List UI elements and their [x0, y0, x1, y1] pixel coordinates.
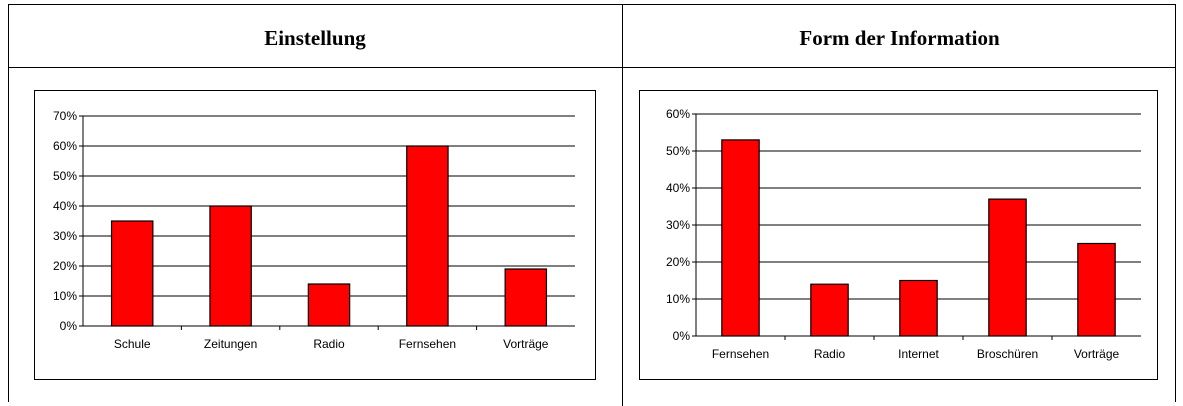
y-tick-label: 50% [53, 169, 77, 183]
bar-zeitungen [209, 205, 252, 327]
right-chart-title: Form der Information [799, 26, 1000, 50]
x-tick-label: Internet [898, 347, 939, 361]
y-tick-label: 20% [53, 259, 77, 273]
x-tick-label: Fernsehen [712, 347, 769, 361]
x-tick-label: Vorträge [1074, 347, 1120, 361]
page-frame [8, 4, 1176, 402]
right-chart-svg: 0% 10% 20% 30% 40% 50% 60% Fernsehen Radio Intern… [666, 107, 1141, 361]
left-chart-area: 0% 10% 20% 30% 40% 50% 60% 70% Schule Zeitungen Ra… [34, 90, 596, 380]
bar-radio [307, 283, 351, 327]
y-tick-label: 50% [666, 144, 690, 158]
x-tick-label: Radio [814, 347, 846, 361]
bar-fernsehen [721, 139, 760, 337]
bar-vorträge [504, 268, 548, 327]
bar-schule [110, 220, 154, 327]
right-title-separator [623, 67, 1176, 68]
bar-internet [899, 279, 938, 337]
x-tick-label: Vorträge [503, 337, 549, 351]
y-tick-label: 70% [53, 109, 77, 123]
x-tick-label: Broschüren [977, 347, 1038, 361]
y-tick-label: 40% [666, 181, 690, 195]
bar-radio [810, 283, 849, 337]
y-tick-label: 60% [666, 107, 690, 121]
y-tick-label: 40% [53, 199, 77, 213]
y-tick-label: 20% [666, 255, 690, 269]
x-tick-label: Schule [114, 337, 151, 351]
y-tick-label: 10% [53, 289, 77, 303]
bar-fernsehen [406, 145, 449, 327]
x-tick-label: Fernsehen [399, 337, 456, 351]
bar-vorträge [1077, 242, 1116, 337]
bar-broschüren [988, 198, 1027, 337]
panel-divider [622, 4, 623, 406]
left-chart-title: Einstellung [264, 26, 366, 50]
left-title-separator [8, 67, 622, 68]
y-tick-label: 30% [53, 229, 77, 243]
x-tick-label: Zeitungen [204, 337, 257, 351]
right-chart-area: 0% 10% 20% 30% 40% 50% 60% Fernsehen Radio Intern… [639, 90, 1158, 380]
y-tick-label: 30% [666, 218, 690, 232]
left-chart-svg: 0% 10% 20% 30% 40% 50% 60% 70% Schule Zeitungen Ra… [53, 109, 575, 351]
y-tick-label: 0% [60, 319, 78, 333]
y-tick-label: 60% [53, 139, 77, 153]
y-tick-label: 10% [666, 292, 690, 306]
y-tick-label: 0% [673, 329, 691, 343]
x-tick-label: Radio [313, 337, 345, 351]
